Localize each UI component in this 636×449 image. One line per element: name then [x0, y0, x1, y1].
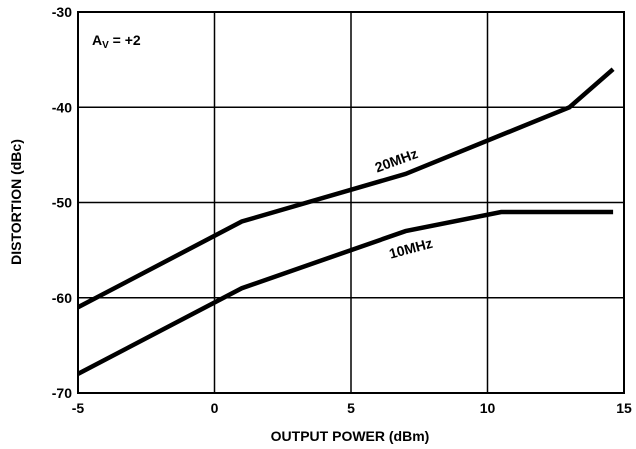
plot-frame	[77, 11, 625, 394]
series-lines	[76, 67, 615, 376]
x-axis-title: OUTPUT POWER (dBm)	[271, 428, 430, 444]
y-tick-label: -60	[52, 290, 72, 306]
gain-annotation-main: A	[92, 32, 102, 48]
y-axis-title: DISTORTION (dBc)	[8, 139, 24, 265]
tick-labels: -5 0 5 10 15-30-40-50-60-70	[52, 4, 632, 416]
series-line-10mhz	[76, 209, 614, 376]
y-tick-label: -30	[52, 4, 72, 20]
series-label-10mhz: 10MHz	[387, 235, 434, 262]
gain-annotation-subscript: V	[102, 40, 109, 51]
x-tick-label: 15	[616, 400, 632, 416]
gain-annotation-value: = +2	[109, 32, 141, 48]
y-tick-label: -50	[52, 195, 72, 211]
gain-annotation: AV = +2	[92, 32, 141, 51]
y-tick-label: -40	[52, 99, 72, 115]
x-tick-label: 5	[347, 400, 355, 416]
grid	[78, 12, 624, 393]
y-tick-label: -70	[52, 385, 72, 401]
x-tick-label: -5	[72, 400, 85, 416]
x-tick-label: 10	[480, 400, 496, 416]
series-line-20mhz	[76, 67, 615, 310]
x-tick-label: 0	[211, 400, 219, 416]
